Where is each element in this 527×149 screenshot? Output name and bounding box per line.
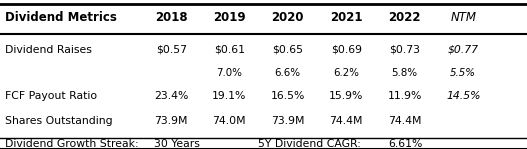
Text: $0.69: $0.69 <box>331 45 362 55</box>
Text: 23.4%: 23.4% <box>154 91 189 101</box>
Text: 2018: 2018 <box>155 11 188 24</box>
Text: 16.5%: 16.5% <box>270 91 305 101</box>
Text: 73.9M: 73.9M <box>271 116 305 127</box>
Text: 30 Years: 30 Years <box>153 139 200 149</box>
Text: 6.61%: 6.61% <box>388 139 423 149</box>
Text: $0.61: $0.61 <box>214 45 245 55</box>
Text: 2019: 2019 <box>213 11 246 24</box>
Text: 74.4M: 74.4M <box>329 116 363 127</box>
Text: 2021: 2021 <box>330 11 363 24</box>
Text: FCF Payout Ratio: FCF Payout Ratio <box>5 91 97 101</box>
Text: $0.73: $0.73 <box>389 45 420 55</box>
Text: 5.8%: 5.8% <box>392 68 418 78</box>
Text: 5Y Dividend CAGR:: 5Y Dividend CAGR: <box>258 139 362 149</box>
Text: 2022: 2022 <box>388 11 421 24</box>
Text: 6.6%: 6.6% <box>275 68 301 78</box>
Text: Dividend Growth Streak:: Dividend Growth Streak: <box>5 139 139 149</box>
Text: 19.1%: 19.1% <box>212 91 247 101</box>
Text: Dividend Raises: Dividend Raises <box>5 45 92 55</box>
Text: 73.9M: 73.9M <box>154 116 188 127</box>
Text: 5.5%: 5.5% <box>450 68 476 78</box>
Text: 74.0M: 74.0M <box>212 116 246 127</box>
Text: 74.4M: 74.4M <box>388 116 422 127</box>
Text: 2020: 2020 <box>271 11 304 24</box>
Text: 11.9%: 11.9% <box>387 91 422 101</box>
Text: Shares Outstanding: Shares Outstanding <box>5 116 113 127</box>
Text: 15.9%: 15.9% <box>329 91 364 101</box>
Text: 7.0%: 7.0% <box>216 68 242 78</box>
Text: Dividend Metrics: Dividend Metrics <box>5 11 117 24</box>
Text: 14.5%: 14.5% <box>446 91 481 101</box>
Text: 6.2%: 6.2% <box>333 68 359 78</box>
Text: $0.57: $0.57 <box>156 45 187 55</box>
Text: $0.77: $0.77 <box>448 45 479 55</box>
Text: NTM: NTM <box>450 11 476 24</box>
Text: $0.65: $0.65 <box>272 45 303 55</box>
